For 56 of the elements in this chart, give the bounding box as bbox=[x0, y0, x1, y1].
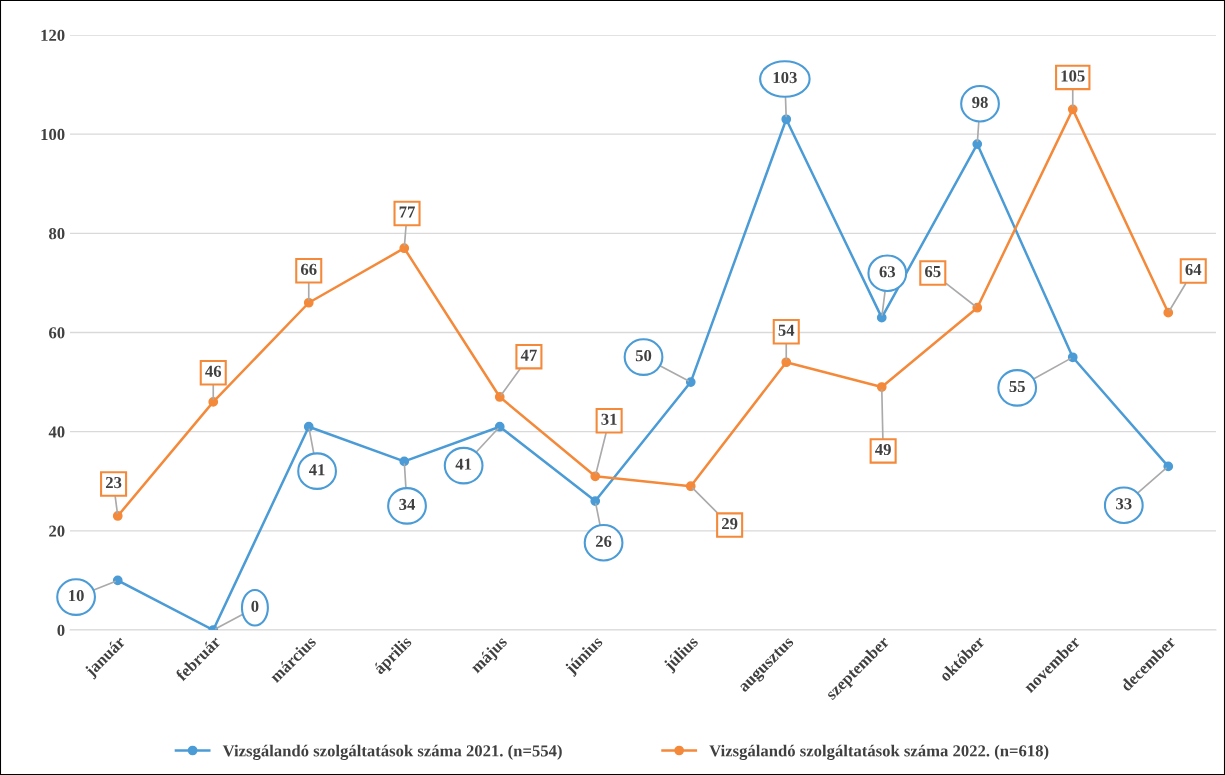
legend-label: Vizsgálandó szolgáltatások száma 2021. (n=554) bbox=[222, 744, 562, 760]
data-label: 41 bbox=[308, 464, 325, 476]
y-tick-label: 80 bbox=[49, 228, 65, 240]
data-label: 77 bbox=[399, 206, 415, 218]
data-label: 41 bbox=[455, 458, 472, 470]
point bbox=[972, 139, 983, 149]
y-tick-label: 0 bbox=[57, 624, 65, 636]
data-label: 105 bbox=[1061, 70, 1085, 82]
point bbox=[399, 243, 410, 254]
y-tick-label: 100 bbox=[41, 128, 65, 141]
data-label: 0 bbox=[251, 600, 259, 612]
data-label: 46 bbox=[205, 365, 222, 377]
point bbox=[494, 392, 505, 402]
point bbox=[303, 421, 314, 432]
point bbox=[1067, 104, 1078, 115]
point bbox=[972, 302, 983, 313]
point bbox=[590, 496, 601, 506]
data-label: 66 bbox=[300, 263, 317, 275]
data-label: 29 bbox=[722, 518, 738, 530]
data-label: 63 bbox=[879, 266, 896, 278]
y-tick-label: 40 bbox=[48, 426, 65, 438]
data-label: 50 bbox=[635, 350, 652, 362]
y-tick-label: 120 bbox=[41, 29, 65, 41]
point bbox=[781, 357, 792, 368]
legend-label: Vizsgálandó szolgáltatások száma 2022. (n=618) bbox=[709, 744, 1049, 760]
point bbox=[112, 575, 123, 586]
data-label: 34 bbox=[399, 498, 416, 511]
data-label: 10 bbox=[69, 590, 84, 602]
data-label: 47 bbox=[520, 349, 537, 361]
data-label: 55 bbox=[1009, 380, 1025, 393]
data-label: 49 bbox=[875, 443, 891, 456]
point bbox=[685, 481, 696, 492]
y-tick-label: 20 bbox=[49, 525, 65, 537]
point bbox=[1163, 461, 1174, 472]
point bbox=[208, 397, 219, 407]
data-label: 98 bbox=[972, 96, 988, 108]
point bbox=[494, 421, 505, 432]
point bbox=[1163, 307, 1174, 318]
point bbox=[112, 511, 123, 521]
data-label: 65 bbox=[925, 265, 941, 278]
data-label: 54 bbox=[778, 324, 795, 336]
point bbox=[590, 471, 601, 482]
data-label: 33 bbox=[1116, 498, 1132, 510]
data-label: 64 bbox=[1185, 263, 1202, 276]
data-label: 31 bbox=[601, 413, 617, 425]
point bbox=[876, 312, 887, 323]
data-label: 23 bbox=[105, 476, 122, 489]
y-tick-label: 60 bbox=[49, 327, 65, 339]
point bbox=[781, 114, 792, 125]
data-label: 103 bbox=[773, 71, 797, 84]
data-label: 26 bbox=[595, 535, 612, 547]
point bbox=[876, 382, 887, 392]
point bbox=[303, 297, 314, 308]
point bbox=[685, 377, 696, 387]
point bbox=[399, 456, 410, 467]
point bbox=[1067, 352, 1078, 363]
